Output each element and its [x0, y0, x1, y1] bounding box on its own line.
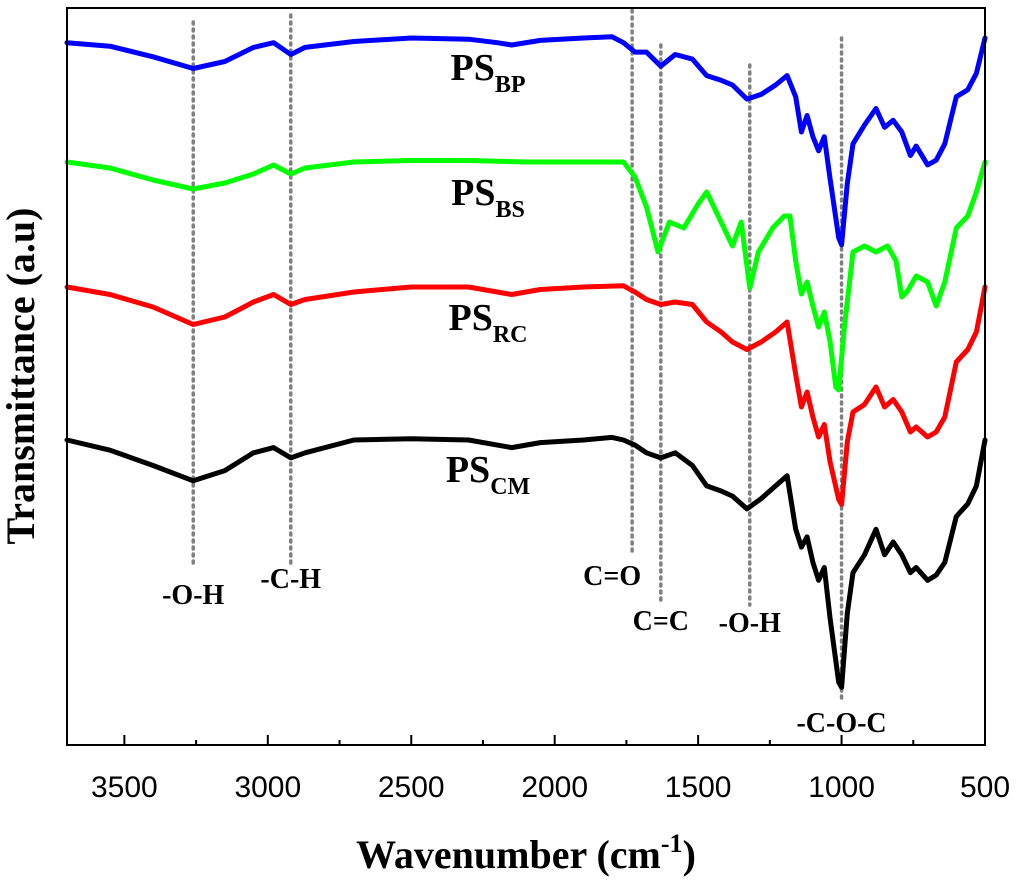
series-label-ps-bp: PSBP	[450, 47, 525, 98]
series-label-ps-cm: PSCM	[446, 449, 530, 500]
series-line-ps-cm	[64, 434, 988, 690]
reference-lines	[191, 8, 844, 702]
x-tick-label-3500: 3500	[91, 771, 158, 804]
annotation-label-5: -C-O-C	[796, 708, 886, 739]
series-line-ps-rc	[64, 283, 988, 507]
series-layer	[64, 34, 988, 690]
series-label-ps-rc: PSRC	[448, 297, 527, 348]
peak-annotations: -O-H -C-H C=O C=C -O-H -C-O-C	[162, 561, 887, 739]
series-line-ps-bs	[64, 158, 988, 393]
series-label-ps-bs: PSBS	[451, 172, 525, 223]
x-tick-label-2000: 2000	[521, 771, 588, 804]
y-axis-label: Transmittance (a.u)	[0, 208, 43, 545]
annotation-label-1: -C-H	[260, 564, 321, 595]
series-labels: PSBP PSBS PSRC PSCM	[446, 47, 530, 500]
x-tick-label-1000: 1000	[808, 771, 875, 804]
series-line-ps-bp	[64, 34, 988, 248]
annotation-label-4: -O-H	[719, 608, 781, 639]
x-axis-label: Wavenumber (cm-1)	[356, 829, 696, 877]
annotation-label-0: -O-H	[162, 580, 224, 611]
x-tick-label-2500: 2500	[378, 771, 445, 804]
x-tick-label-1500: 1500	[665, 771, 732, 804]
x-tick-label-500: 500	[960, 771, 1010, 804]
x-axis-ticks: 3500 3000 2500 2000 1500 1000 500	[91, 735, 1010, 804]
annotation-label-2: C=O	[583, 561, 641, 592]
x-tick-label-3000: 3000	[234, 771, 301, 804]
plot-frame	[66, 7, 986, 746]
annotation-label-3: C=C	[633, 606, 689, 637]
